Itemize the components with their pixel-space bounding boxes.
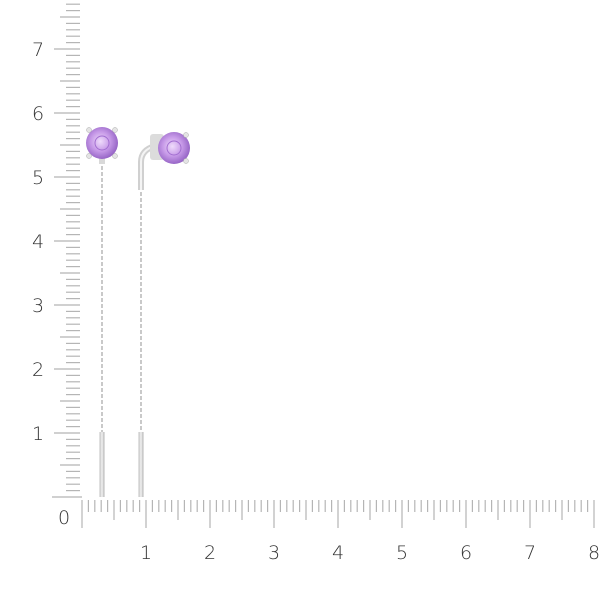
right-earring: [138, 132, 190, 497]
y-label-3: 3: [32, 295, 44, 317]
x-label-5: 5: [396, 542, 408, 564]
stone-facet: [166, 140, 182, 156]
prongs: [86, 127, 118, 159]
x-label-8: 8: [588, 542, 600, 564]
pin-bar: [99, 432, 105, 497]
y-label-4: 4: [32, 231, 44, 253]
stone-facet: [94, 135, 110, 151]
amethyst-stone: [86, 127, 118, 159]
ruler: 0 1 2 3 4 5 6 7 8 1 2 3 4 5 6 7: [32, 3, 600, 564]
x-label-6: 6: [460, 542, 472, 564]
x-label-0: 0: [58, 507, 70, 529]
x-label-3: 3: [268, 542, 280, 564]
x-label-1: 1: [140, 542, 152, 564]
x-label-2: 2: [204, 542, 216, 564]
amethyst-stone: [158, 132, 190, 164]
y-label-6: 6: [32, 103, 44, 125]
y-label-1: 1: [32, 423, 44, 445]
y-label-7: 7: [32, 39, 44, 61]
x-label-7: 7: [524, 542, 536, 564]
prongs: [183, 132, 189, 164]
y-label-2: 2: [32, 359, 44, 381]
pin-bar: [138, 432, 144, 497]
y-label-5: 5: [32, 167, 44, 189]
x-label-4: 4: [332, 542, 344, 564]
left-earring: [86, 127, 118, 497]
